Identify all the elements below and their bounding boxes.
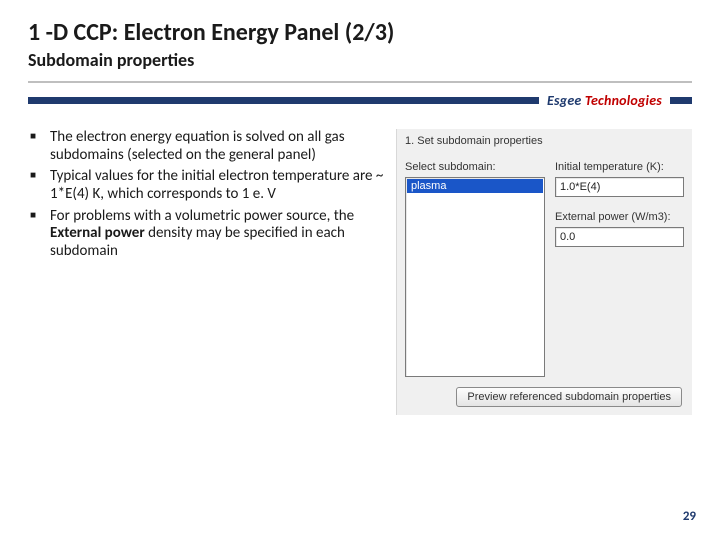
step-label: 1. Set subdomain properties [405,135,686,147]
page-number: 29 [683,509,696,524]
brand-part1: Esgee [547,92,582,109]
initial-temperature-input[interactable] [555,177,684,197]
subdomain-listbox[interactable]: plasma [405,177,545,377]
brand-bar: Esgee Technologies [28,91,692,109]
bullet-text: Typical values for the initial electron … [50,167,383,203]
external-power-label: External power (W/m3): [555,211,684,223]
bullet-list: The electron energy equation is solved o… [28,129,390,265]
bullet-item: For problems with a volumetric power sou… [30,208,390,261]
bullet-text-pre: For problems with a volumetric power sou… [50,207,354,225]
external-power-input[interactable] [555,227,684,247]
preview-properties-button[interactable]: Preview referenced subdomain properties [456,387,682,407]
initial-temperature-label: Initial temperature (K): [555,161,684,173]
page-title: 1 -D CCP: Electron Energy Panel (2/3) [28,18,692,47]
brand-part2: Technologies [582,92,662,109]
select-subdomain-label: Select subdomain: [405,161,545,173]
page-subtitle: Subdomain properties [28,49,692,71]
bullet-item: Typical values for the initial electron … [30,168,390,203]
brand-bar-left [28,97,539,104]
brand-text: Esgee Technologies [539,92,670,109]
title-underline [28,81,692,83]
bullet-text: The electron energy equation is solved o… [50,128,345,164]
subdomain-properties-panel: 1. Set subdomain properties Select subdo… [396,129,692,415]
list-item[interactable]: plasma [407,179,543,193]
brand-bar-right [670,97,692,104]
bullet-item: The electron energy equation is solved o… [30,129,390,164]
bullet-text-bold: External power [50,224,145,242]
